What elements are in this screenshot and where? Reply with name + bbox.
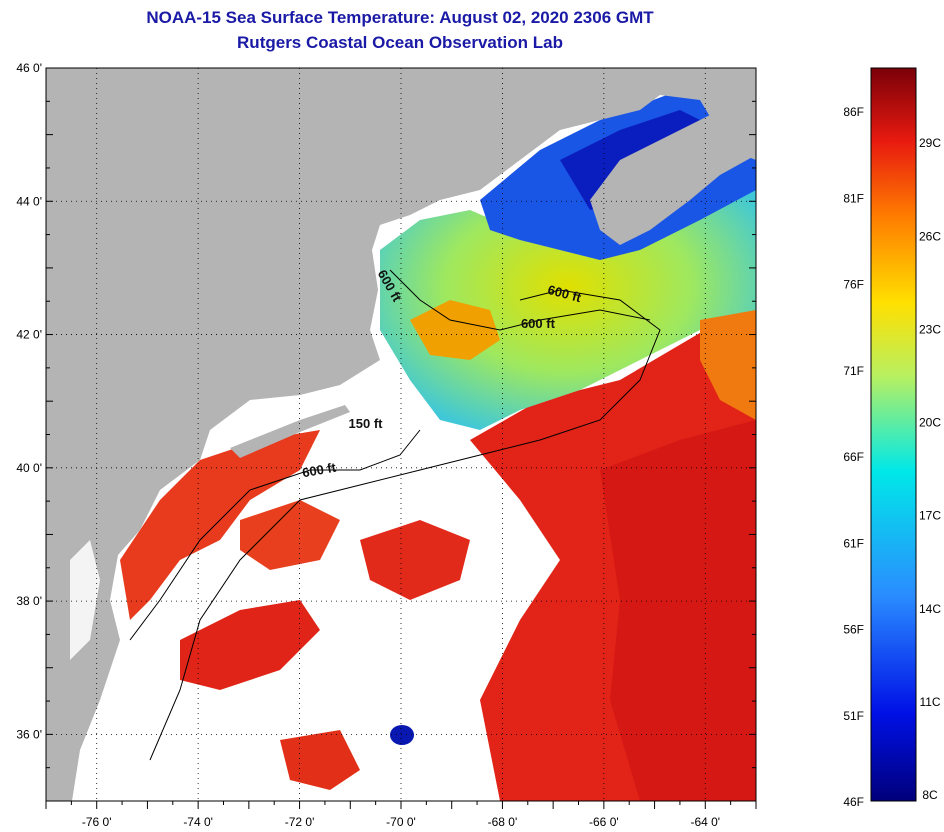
color-scale-bar (870, 67, 917, 802)
fahrenheit-label: 56F (843, 623, 864, 637)
eastern-warm-patch (700, 310, 756, 420)
celsius-label: 26C (919, 229, 941, 243)
sst-image (46, 68, 756, 801)
map-subtitle: Rutgers Coastal Ocean Observation Lab (237, 33, 563, 52)
lon-tick-label: -68 0' (488, 815, 518, 829)
lon-tick-label: -74 0' (183, 815, 213, 829)
celsius-label: 14C (919, 602, 941, 616)
contour-label: 600 ft (301, 460, 338, 481)
shelf-warm-patch-c (240, 500, 340, 570)
celsius-scale-labels: 29C 26C 23C 20C 17C 14C 11C 8C (919, 136, 941, 802)
southern-warm-patch (280, 730, 360, 790)
fahrenheit-label: 46F (843, 795, 864, 809)
celsius-label: 11C (919, 695, 940, 709)
fahrenheit-label: 61F (843, 536, 864, 550)
lon-tick-label: -72 0' (285, 815, 315, 829)
contour-600ft-gom (389, 269, 651, 331)
fahrenheit-label: 71F (843, 364, 864, 378)
celsius-label: 8C (922, 788, 938, 802)
fahrenheit-label: 51F (843, 709, 864, 723)
map-title: NOAA-15 Sea Surface Temperature: August … (146, 8, 654, 27)
contour-150ft (129, 429, 421, 641)
lat-tick-label: 36 0' (16, 727, 42, 741)
fahrenheit-label: 76F (843, 278, 864, 292)
land-mass (46, 68, 756, 801)
lat-tick-label: 40 0' (16, 461, 42, 475)
hot-water-region (600, 420, 756, 801)
longitude-ticks: -76 0' -74 0' -72 0' -70 0' -68 0' -66 0' -64 … (45, 801, 757, 829)
fahrenheit-label: 81F (843, 191, 864, 205)
lat-tick-label: 44 0' (16, 194, 42, 208)
celsius-label: 23C (919, 322, 941, 336)
contour-label: 150 ft (349, 416, 384, 431)
celsius-label: 17C (919, 509, 941, 523)
lon-tick-label: -64 0' (690, 815, 720, 829)
lon-tick-label: -76 0' (82, 815, 112, 829)
contour-600ft (149, 289, 661, 761)
celsius-label: 29C (919, 136, 941, 150)
long-island-land (230, 405, 350, 458)
mid-atlantic-warm-water (120, 430, 320, 620)
celsius-label: 20C (919, 416, 941, 430)
fahrenheit-scale-labels: 86F 81F 76F 71F 66F 61F 56F 51F 46F (843, 105, 864, 809)
grid-lines (46, 68, 756, 801)
lat-tick-label: 38 0' (16, 594, 42, 608)
latitude-ticks: 46 0' 44 0' 42 0' 40 0' 38 0' 36 0' (16, 61, 756, 802)
lat-tick-label: 46 0' (16, 61, 42, 75)
nova-scotia-land (590, 95, 756, 245)
fahrenheit-label: 66F (843, 450, 864, 464)
lon-tick-label: -66 0' (589, 815, 619, 829)
lat-tick-label: 42 0' (16, 328, 42, 342)
shelf-warm-patch-a (360, 520, 470, 600)
fahrenheit-label: 86F (843, 105, 864, 119)
cape-cod-warm-patch (410, 300, 500, 360)
coastal-bay-water (70, 540, 100, 660)
cold-eddy-patch (390, 725, 414, 745)
lon-tick-label: -70 0' (386, 815, 416, 829)
shelf-warm-patch-b (180, 600, 320, 690)
contour-label: 600 ft (521, 316, 556, 331)
